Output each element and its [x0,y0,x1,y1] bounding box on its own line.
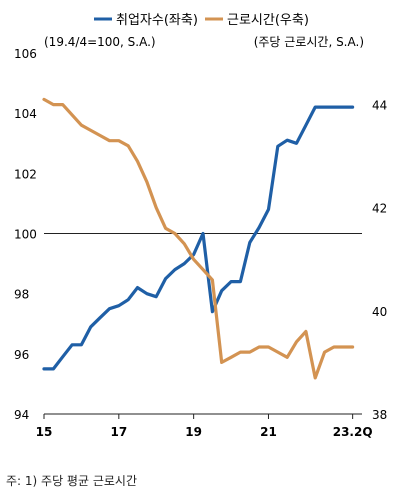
series-line-employment [42,105,355,371]
left-tick-label: 106 [14,47,37,61]
x-tick-label: 23.2Q [333,425,373,439]
right-tick-label: 44 [372,99,387,113]
left-tick-label: 102 [14,167,37,181]
x-axis-ticks: 15 17 19 21 23.2Q [36,414,373,439]
chart: 취업자수(좌축) 근로시간(우축) (19.4/4=100, S.A.) (주당… [14,13,387,439]
right-tick-label: 40 [372,305,387,319]
footnote: 주: 1) 주당 평균 근로시간 [6,474,137,488]
right-axis-unit: (주당 근로시간, S.A.) [254,35,364,49]
left-tick-label: 98 [14,288,29,302]
legend-label-hours: 근로시간(우축) [227,13,309,28]
series-lines [42,97,355,380]
legend-label-employment: 취업자수(좌축) [116,13,198,28]
x-tick-label: 17 [110,425,127,439]
left-tick-label: 94 [14,408,29,422]
legend: 취업자수(좌축) 근로시간(우축) [94,13,309,28]
left-tick-label: 96 [14,348,29,362]
left-tick-label: 104 [14,107,37,121]
series-line-hours [42,97,355,380]
x-tick-label: 21 [260,425,277,439]
left-tick-label: 100 [14,228,37,242]
left-axis-unit: (19.4/4=100, S.A.) [44,35,156,49]
x-tick-label: 15 [36,425,53,439]
right-axis-ticks: 38 40 42 44 [372,99,387,422]
x-tick-label: 19 [185,425,202,439]
right-tick-label: 38 [372,408,387,422]
left-axis-ticks: 94 96 98 100 102 104 106 [14,47,37,422]
right-tick-label: 42 [372,202,387,216]
